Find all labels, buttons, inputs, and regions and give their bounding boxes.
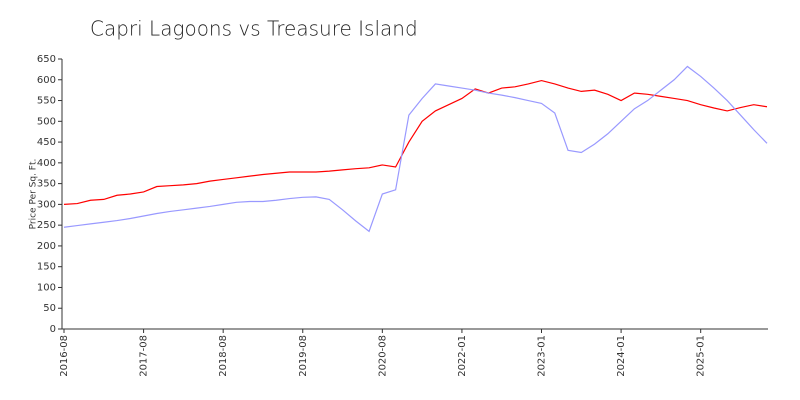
x-tick-label: 2024-01 [616,335,627,377]
y-tick-label: 450 [37,137,56,148]
y-tick-label: 250 [37,220,56,231]
x-tick-label: 2016-08 [59,335,70,377]
y-tick-label: 300 [37,199,56,210]
series-line [63,79,768,205]
x-tick-label: 2017-08 [139,335,150,377]
y-tick-label: 100 [37,282,56,293]
y-axis-label: Price Per Sq. Ft. [29,159,39,230]
chart-title: Capri Lagoons vs Treasure Island [90,17,418,41]
x-tick-label: 2018-08 [218,335,229,377]
y-tick-label: 400 [37,158,56,169]
x-tick-label: 2019-08 [298,335,309,377]
y-tick-label: 350 [37,179,56,190]
y-tick-label: 200 [37,241,56,252]
y-tick-label: 500 [37,116,56,127]
y-tick-label: 600 [37,75,56,86]
y-tick-label: 50 [43,303,56,314]
x-tick-label: 2022-01 [457,335,468,377]
y-tick-label: 550 [37,96,56,107]
x-tick-label: 2023-01 [537,335,548,377]
y-tick-label: 150 [37,262,56,273]
y-tick-label: 0 [50,324,56,335]
x-tick-label: 2020-08 [377,335,388,377]
x-tick-label: 2025-01 [696,335,707,377]
series-line [63,65,768,233]
y-tick-label: 650 [37,54,56,65]
